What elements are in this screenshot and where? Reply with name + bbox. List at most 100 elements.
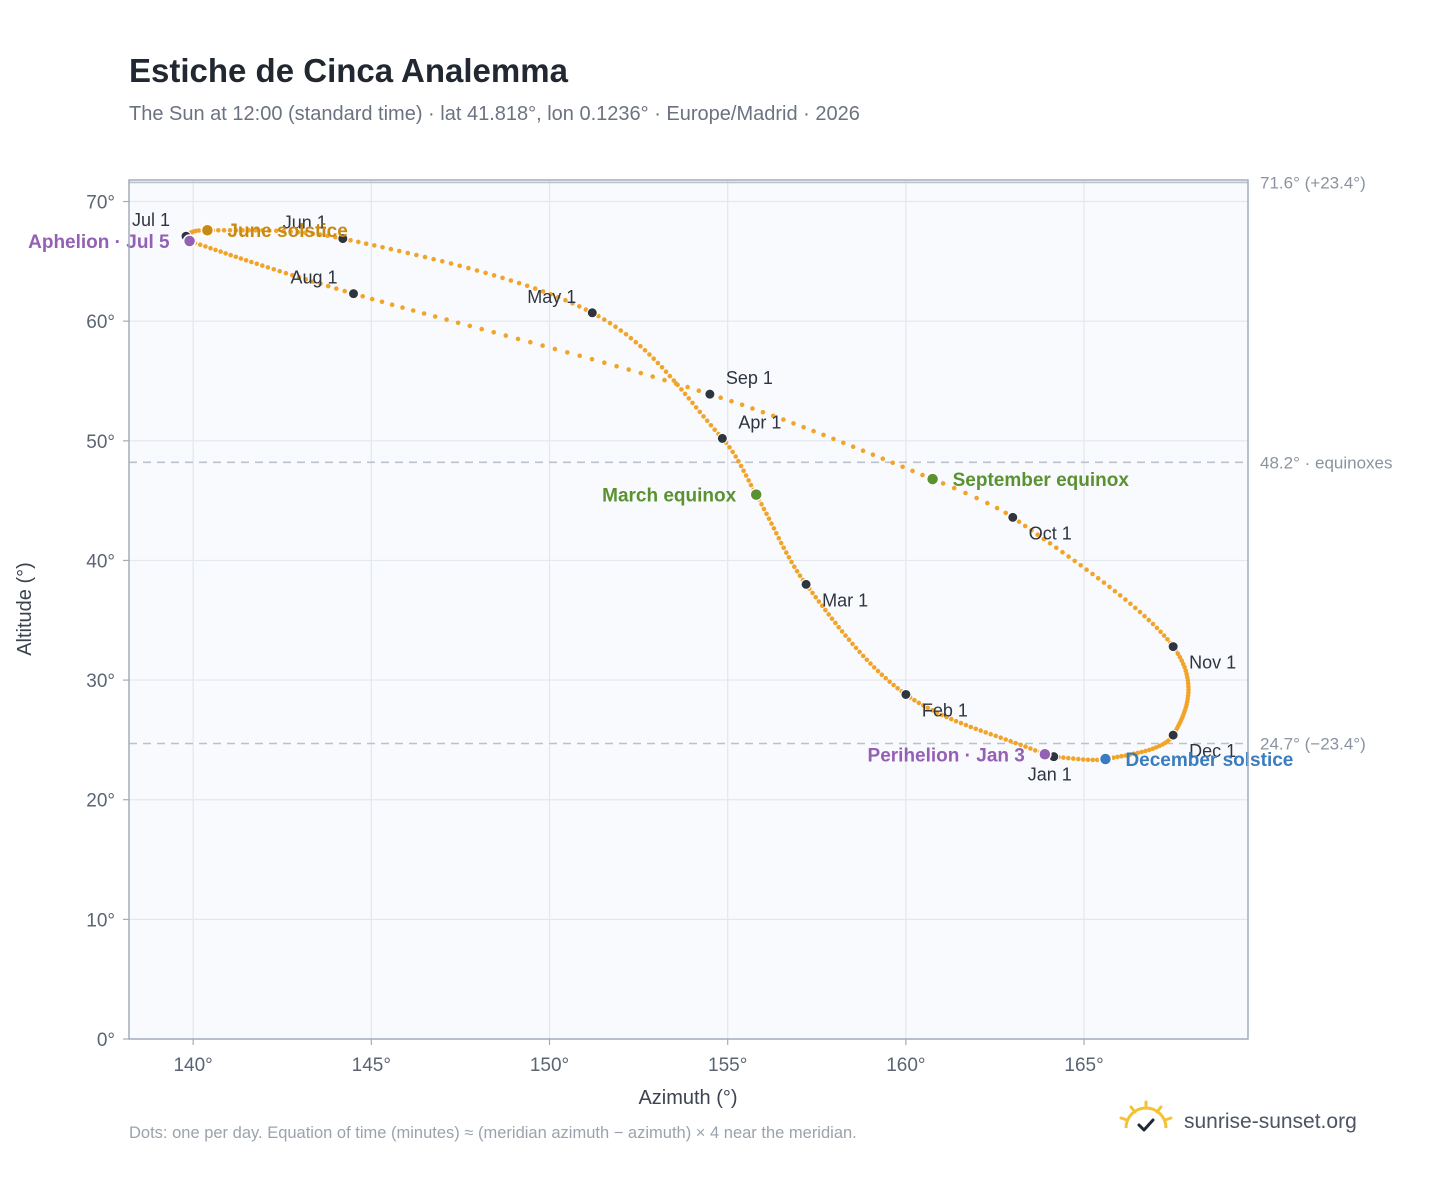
day-dot [334, 286, 339, 291]
day-dot [1107, 584, 1112, 590]
day-dot [218, 249, 223, 254]
day-dot [197, 242, 203, 247]
day-dot [363, 241, 369, 246]
day-dot [602, 360, 607, 366]
day-dot [810, 590, 815, 596]
day-dot [274, 228, 279, 234]
day-dot [781, 417, 786, 422]
day-dot [1127, 752, 1132, 757]
day-dot [655, 360, 661, 366]
page-title: Estiche de Cinca Analemma [129, 52, 568, 89]
day-dot [998, 735, 1003, 740]
day-dot [685, 384, 690, 390]
day-dot [880, 456, 886, 462]
day-dot [1101, 580, 1107, 585]
day-dot [333, 234, 338, 240]
reference-line-label: 71.6° (+23.4°) [1260, 173, 1366, 192]
day-dot [1080, 757, 1086, 762]
day-dot [696, 388, 702, 394]
day-dot [1090, 571, 1095, 577]
day-dot [651, 356, 656, 362]
month-label: Jun 1 [283, 213, 327, 233]
month-marker [337, 233, 349, 245]
x-tick-label: 150° [530, 1055, 569, 1076]
day-dot [623, 332, 629, 337]
day-dot [267, 228, 272, 233]
event-marker [925, 472, 940, 486]
day-dot [647, 352, 652, 357]
day-dot [325, 233, 331, 239]
day-dot [1054, 545, 1059, 551]
day-dot [1161, 633, 1167, 638]
day-dot [540, 289, 546, 294]
reference-line-label: 48.2° · equinoxes [1260, 453, 1393, 472]
month-label: Oct 1 [1029, 523, 1072, 543]
day-dot [602, 317, 607, 322]
day-dot [372, 243, 377, 248]
brand-name[interactable]: sunrise-sunset.org [1184, 1110, 1357, 1133]
day-dot [792, 564, 797, 569]
day-dot [369, 296, 375, 302]
day-dot [811, 428, 816, 434]
day-dot [949, 716, 954, 722]
day-dot [213, 247, 218, 253]
event-marker [200, 223, 215, 237]
month-label: Dec 1 [1189, 741, 1236, 761]
day-dot [978, 728, 983, 733]
day-dot [667, 373, 673, 379]
month-label: Jul 1 [132, 210, 170, 230]
day-dot [1041, 536, 1047, 542]
day-dot [968, 724, 974, 730]
day-dot [944, 714, 949, 720]
day-dot [260, 228, 265, 233]
day-dot [693, 405, 699, 410]
day-dot [940, 481, 946, 486]
day-dot [240, 228, 245, 233]
day-dot [776, 535, 782, 541]
day-dot [479, 326, 485, 332]
day-dot [342, 288, 348, 294]
day-dot [389, 302, 395, 308]
day-dot [659, 365, 665, 370]
day-dot [448, 261, 454, 266]
day-dot [983, 730, 988, 735]
day-dot [939, 712, 944, 718]
day-dot [963, 490, 968, 496]
event-marker [182, 234, 197, 248]
day-dot [277, 268, 283, 274]
event-label: Aphelion · Jul 5 [28, 232, 170, 253]
day-dot [524, 283, 530, 289]
day-dot [577, 304, 582, 309]
day-dot [871, 665, 877, 670]
day-dot [761, 506, 767, 512]
month-label: Apr 1 [738, 412, 781, 432]
day-dot [1137, 609, 1143, 615]
day-dot [993, 733, 998, 739]
day-dot [528, 339, 533, 345]
day-dot [348, 238, 353, 243]
event-marker [1098, 752, 1113, 766]
day-dot [1133, 605, 1138, 611]
day-dot [730, 449, 735, 455]
day-dot [410, 308, 416, 313]
day-dot [860, 653, 866, 659]
y-tick-label: 0° [97, 1030, 115, 1051]
day-dot [614, 363, 619, 369]
brand[interactable]: sunrise-sunset.org [1118, 1100, 1357, 1144]
day-dot [718, 395, 723, 401]
day-dot [781, 545, 786, 551]
x-tick-label: 160° [886, 1055, 925, 1076]
x-axis-label: Azimuth (°) [638, 1087, 737, 1109]
day-dot [819, 603, 825, 609]
day-dot [577, 353, 582, 359]
y-tick-label: 10° [86, 910, 115, 931]
day-dot [850, 444, 856, 450]
day-dot [831, 436, 836, 442]
day-dot [801, 424, 806, 430]
x-tick-label: 145° [352, 1055, 391, 1076]
day-dot [1035, 532, 1040, 537]
day-dot [1071, 756, 1076, 761]
day-dot [1016, 519, 1022, 524]
day-dot [836, 624, 841, 630]
day-dot [440, 259, 445, 264]
